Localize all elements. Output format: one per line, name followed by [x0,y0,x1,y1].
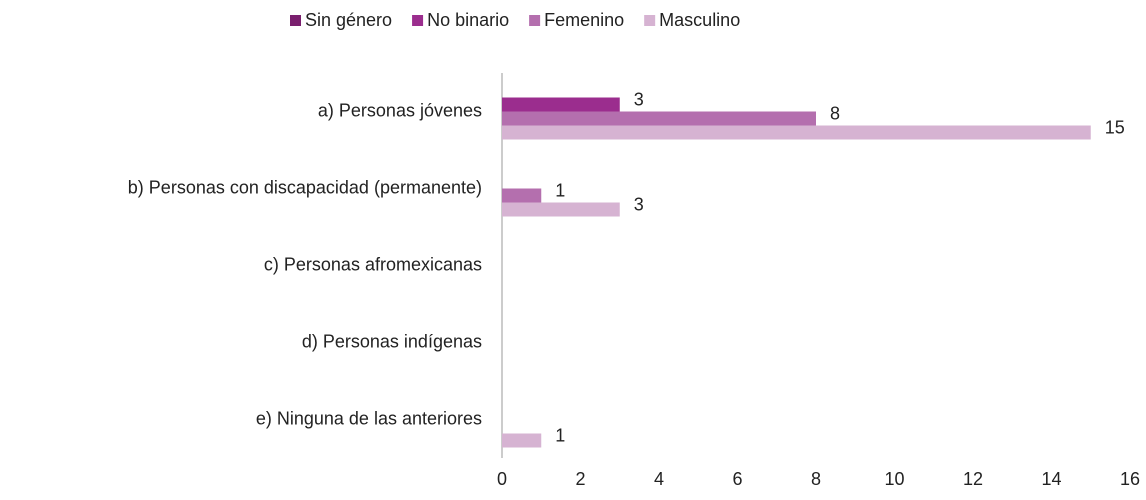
x-tick-label: 14 [1041,469,1061,489]
bar [502,188,542,203]
bar [502,97,620,112]
value-label: 3 [634,89,644,109]
value-label: 1 [555,180,565,200]
x-tick-label: 8 [811,469,821,489]
x-tick-label: 6 [732,469,742,489]
value-label: 15 [1105,117,1125,137]
x-tick-label: 0 [497,469,507,489]
y-tick-label: c) Personas afromexicanas [264,254,482,274]
x-tick-label: 4 [654,469,664,489]
legend-swatch [290,15,301,26]
x-tick-label: 10 [884,469,904,489]
legend-swatch [644,15,656,26]
value-label: 1 [555,425,565,445]
bar [502,125,1091,140]
value-label: 3 [634,194,644,214]
y-tick-label: d) Personas indígenas [302,331,482,351]
legend-label: Sin género [305,10,392,30]
bar [502,433,542,448]
y-tick-label: a) Personas jóvenes [318,100,482,120]
y-tick-label: b) Personas con discapacidad (permanente… [128,177,482,197]
legend-label: Femenino [544,10,624,30]
legend-label: Masculino [659,10,740,30]
x-tick-label: 2 [575,469,585,489]
x-tick-label: 12 [963,469,983,489]
value-label: 8 [830,103,840,123]
legend-label: No binario [427,10,509,30]
x-tick-label: 16 [1120,469,1140,489]
bar [502,111,816,126]
y-tick-label: e) Ninguna de las anteriores [256,408,482,428]
legend-swatch [412,15,424,26]
legend-swatch [529,15,541,26]
bar [502,202,620,217]
